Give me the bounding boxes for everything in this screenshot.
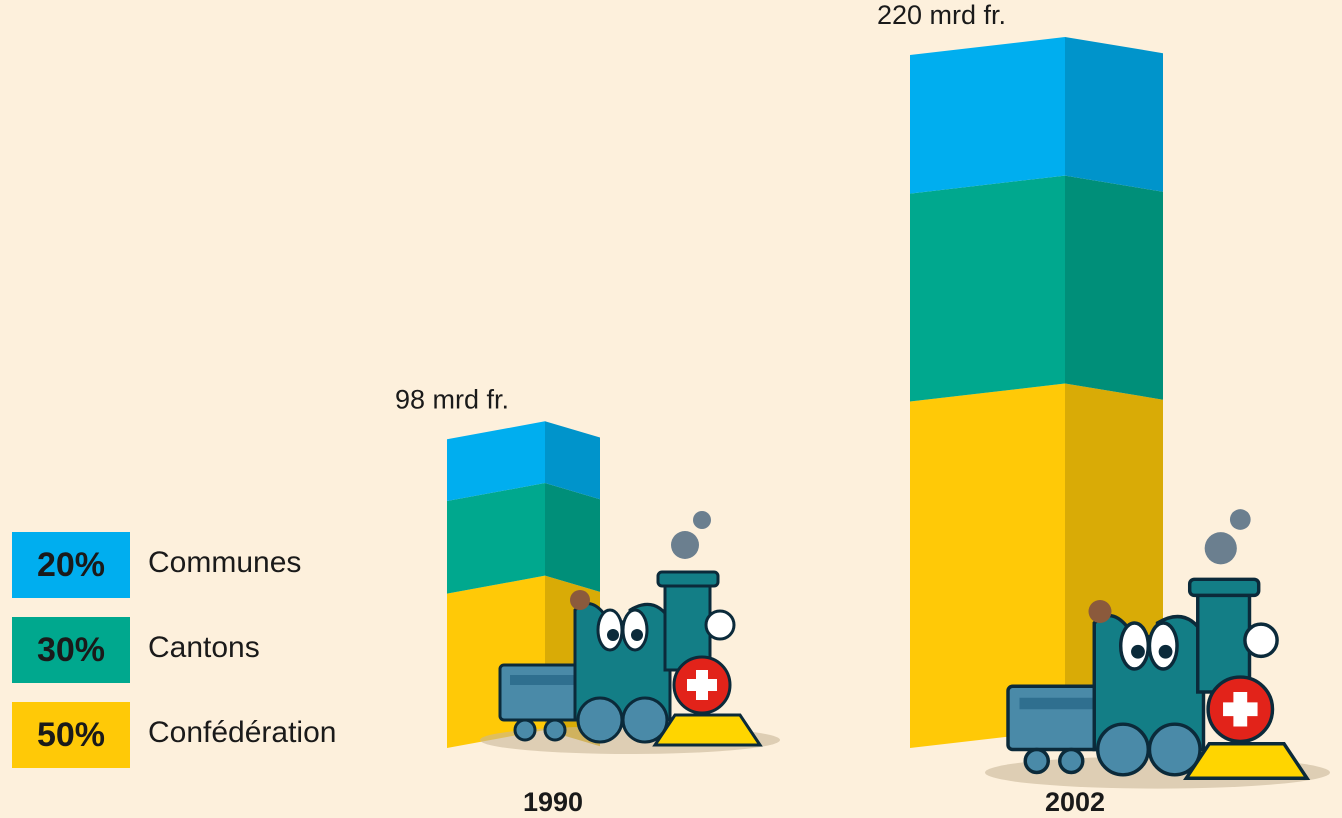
category-label: 1990: [523, 787, 583, 817]
legend-share: 20%: [37, 546, 105, 584]
legend-label: Confédération: [148, 716, 336, 749]
category-label: 2002: [1045, 787, 1105, 817]
legend-share: 30%: [37, 631, 105, 669]
bar-segment-side: [545, 483, 600, 592]
bar-segment-front: [447, 483, 545, 594]
legend-label: Cantons: [148, 631, 260, 664]
legend-label: Communes: [148, 546, 301, 579]
total-label: 98 mrd fr.: [395, 384, 509, 414]
chart: 98 mrd fr. 1990 220 mrd fr. 2002 20% Communes…: [0, 0, 1342, 818]
bar-segment-front: [910, 176, 1065, 402]
legend-share: 50%: [37, 716, 105, 754]
bar-segment-side: [1065, 176, 1163, 400]
total-label: 220 mrd fr.: [877, 0, 1006, 30]
bar-segment-side: [1065, 37, 1163, 192]
bar-segment-front: [910, 37, 1065, 194]
